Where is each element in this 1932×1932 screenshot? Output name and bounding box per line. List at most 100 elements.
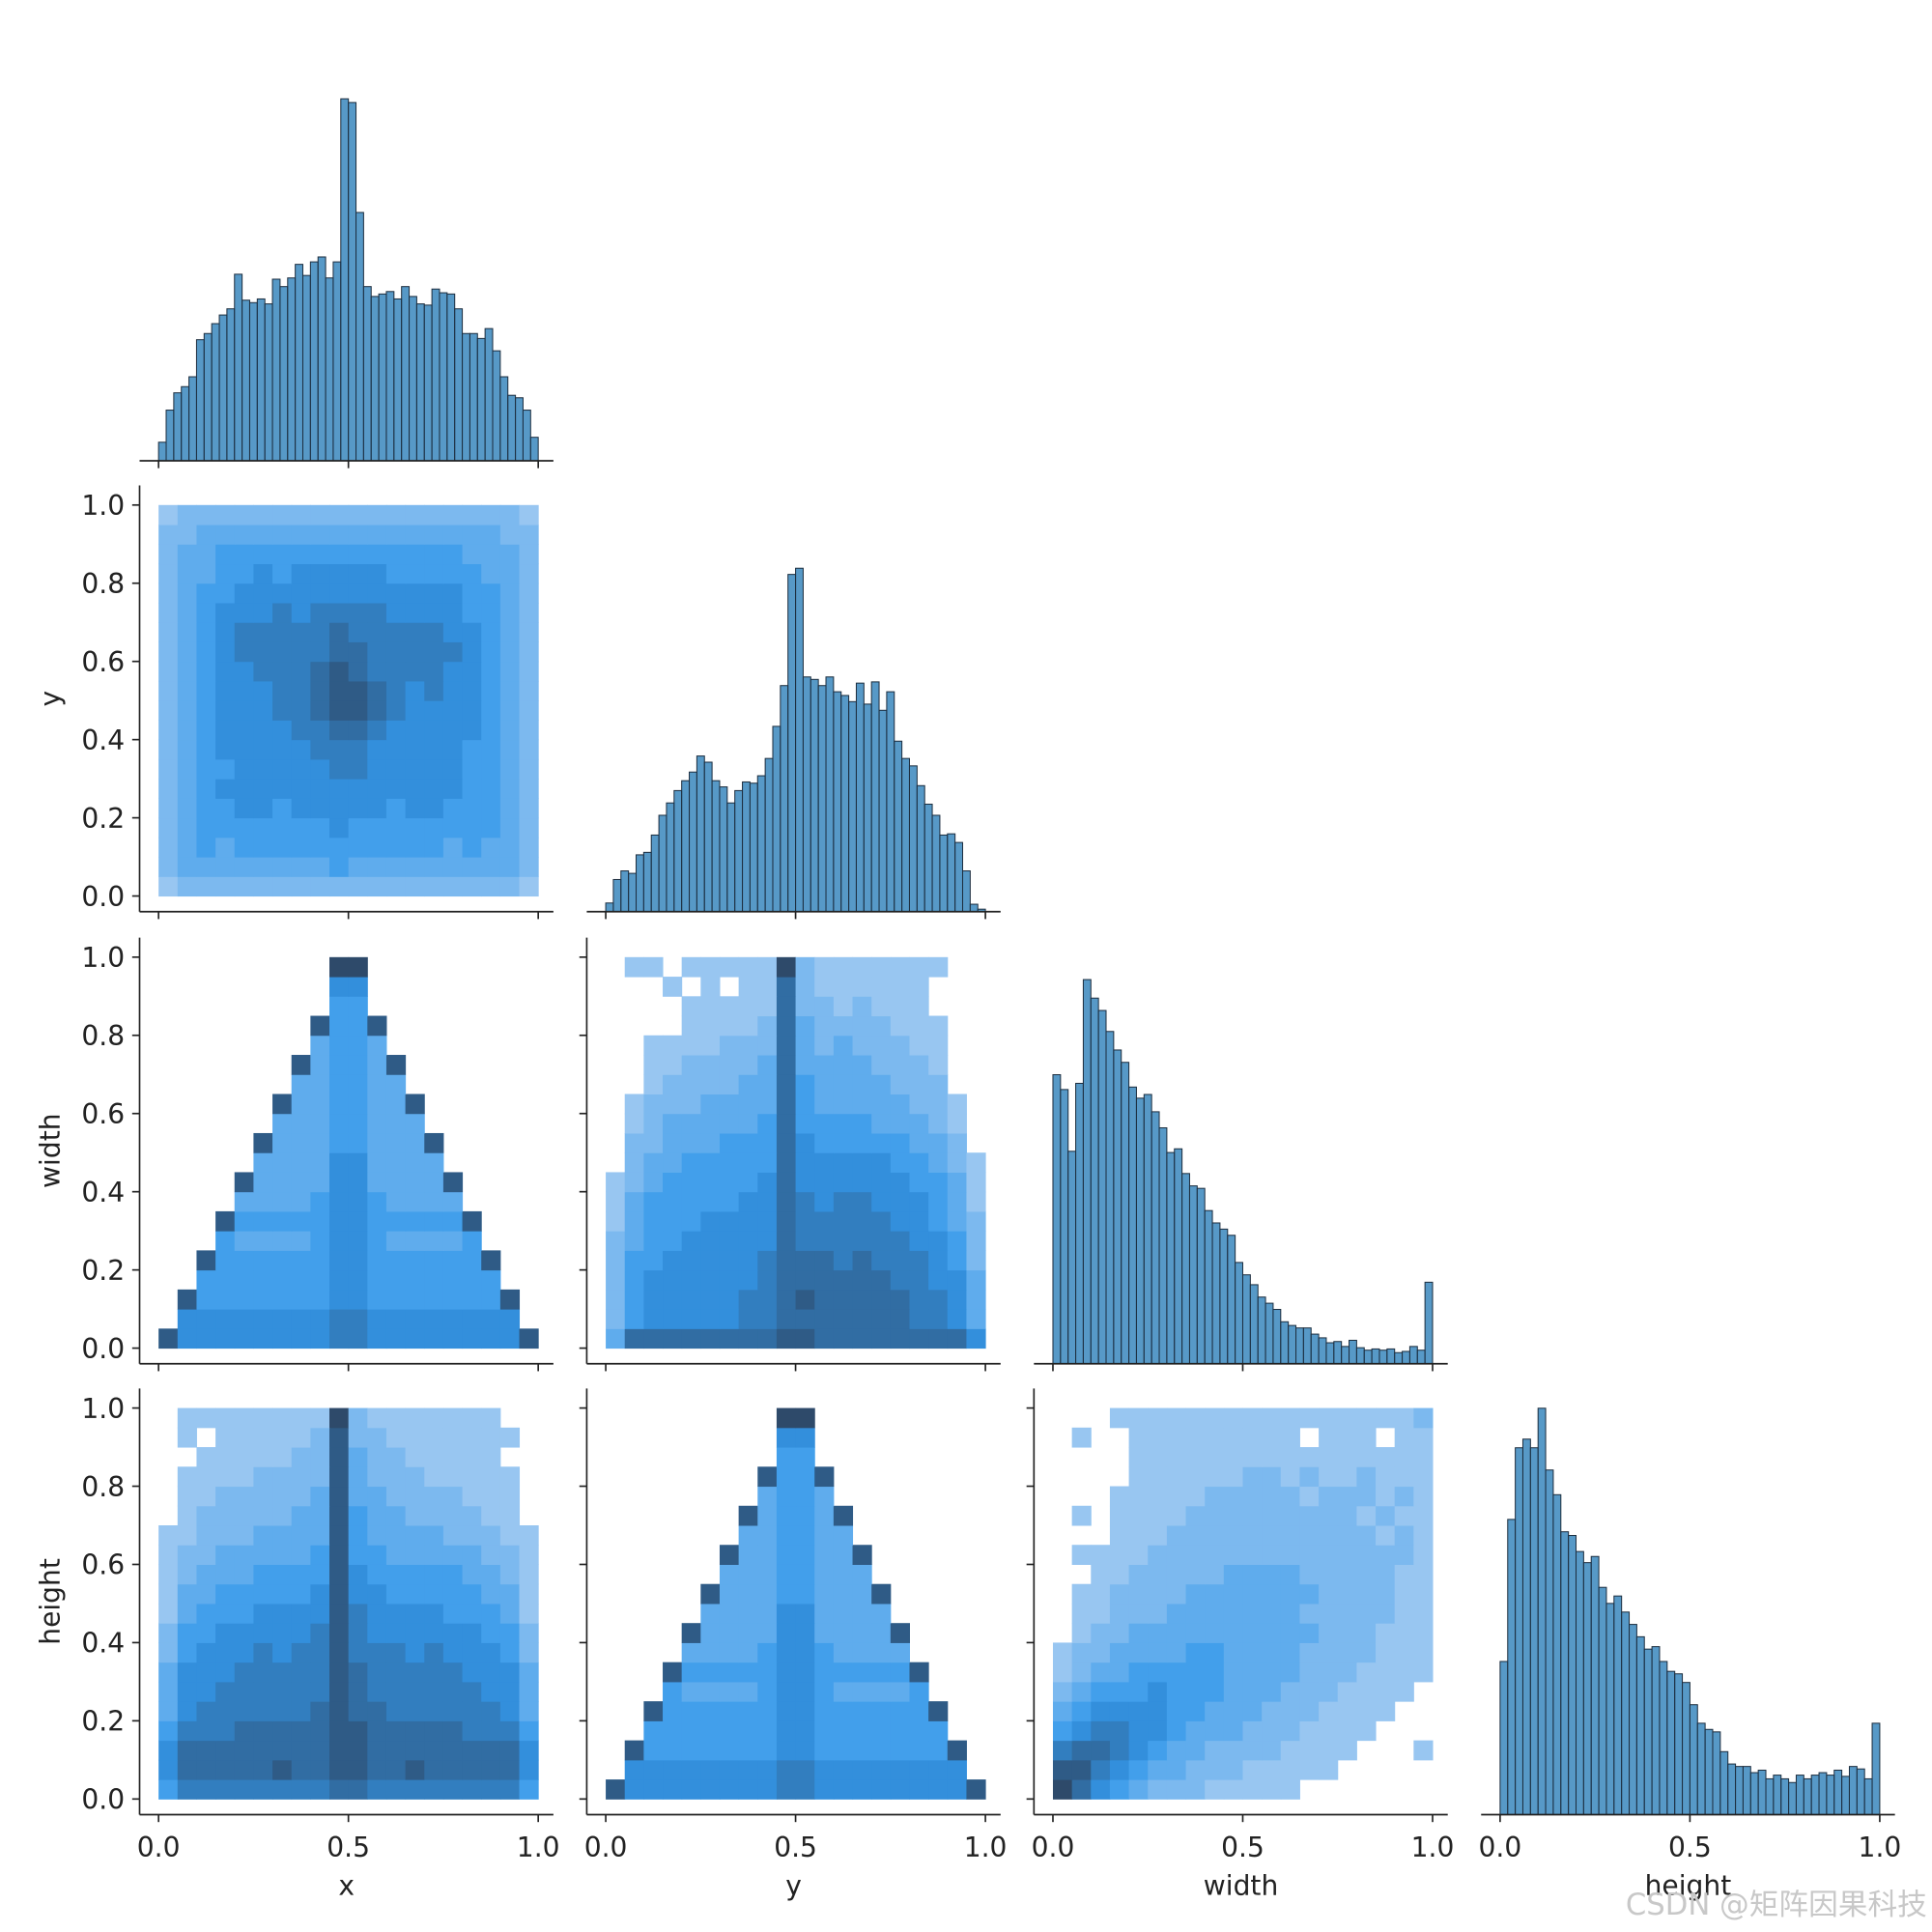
heatmap-cell bbox=[215, 876, 236, 897]
heatmap-cell bbox=[928, 1604, 948, 1624]
heatmap-cell bbox=[624, 1191, 644, 1212]
heatmap-cell bbox=[158, 1506, 178, 1526]
heatmap-cell bbox=[663, 1231, 683, 1251]
heatmap-cell bbox=[624, 1328, 644, 1350]
heatmap-cell bbox=[776, 1779, 797, 1800]
heatmap-cell bbox=[966, 1682, 985, 1702]
heatmap-cell bbox=[500, 957, 520, 978]
heatmap-cell bbox=[196, 1525, 216, 1546]
y-tick-label: 0.2 bbox=[81, 803, 125, 835]
heatmap-cell bbox=[720, 1487, 739, 1507]
heatmap-cell bbox=[852, 1152, 872, 1173]
histogram-bar bbox=[248, 301, 258, 462]
heatmap-cell bbox=[606, 1487, 625, 1507]
heatmap-cell bbox=[757, 1505, 778, 1526]
heatmap-cell bbox=[291, 1564, 311, 1585]
heatmap-cell bbox=[519, 1740, 539, 1761]
heatmap-cell bbox=[196, 1642, 216, 1663]
heatmap-cell bbox=[776, 1055, 797, 1075]
heatmap-cell bbox=[463, 957, 482, 978]
heatmap-cell bbox=[519, 779, 539, 799]
heatmap-cell bbox=[462, 1603, 482, 1624]
heatmap-cell bbox=[606, 1309, 626, 1329]
heatmap-cell bbox=[1128, 1681, 1149, 1702]
heatmap-cell bbox=[1148, 1407, 1168, 1429]
heatmap-cell bbox=[1166, 1681, 1187, 1702]
heatmap-cell bbox=[852, 956, 872, 978]
heatmap-cell bbox=[310, 1701, 330, 1721]
histogram-bar bbox=[1241, 1274, 1251, 1365]
heatmap-cell bbox=[272, 1681, 293, 1702]
heatmap-cell bbox=[462, 1740, 482, 1761]
heatmap-cell bbox=[442, 1269, 464, 1291]
heatmap-cell bbox=[814, 1701, 835, 1721]
histogram-bar bbox=[1613, 1595, 1623, 1816]
heatmap-cell bbox=[719, 1210, 740, 1232]
heatmap-cell bbox=[424, 1701, 444, 1721]
heatmap-cell bbox=[234, 1447, 254, 1467]
heatmap-cell bbox=[739, 1487, 758, 1507]
heatmap-cell bbox=[253, 1016, 272, 1037]
heatmap-cell bbox=[719, 1779, 740, 1800]
heatmap-cell bbox=[329, 622, 350, 642]
heatmap-cell bbox=[158, 1094, 178, 1114]
heatmap-cell bbox=[1280, 1447, 1300, 1467]
heatmap-cell bbox=[310, 1447, 330, 1467]
heatmap-cell bbox=[776, 1525, 797, 1546]
heatmap-cell bbox=[814, 1408, 834, 1429]
heatmap-cell bbox=[405, 1759, 425, 1780]
heatmap-cell bbox=[1413, 1564, 1434, 1585]
histogram-bar bbox=[340, 98, 350, 462]
heatmap-cell bbox=[253, 661, 273, 682]
heatmap-cell bbox=[1223, 1564, 1244, 1585]
heatmap-cell bbox=[481, 1133, 500, 1153]
heatmap-cell bbox=[519, 1564, 539, 1585]
heatmap-cell bbox=[948, 1584, 967, 1605]
heatmap-cell bbox=[253, 582, 273, 604]
heatmap-cell bbox=[814, 1720, 835, 1742]
heatmap-cell bbox=[291, 1172, 311, 1193]
heatmap-cell bbox=[776, 1035, 797, 1056]
heatmap-cell bbox=[177, 1545, 197, 1565]
heatmap-cell bbox=[681, 1094, 701, 1115]
heatmap-cell bbox=[235, 977, 254, 997]
heatmap-cell bbox=[1299, 1466, 1320, 1488]
heatmap-cell bbox=[947, 1328, 967, 1350]
y-tick-label: 0.8 bbox=[81, 1020, 125, 1052]
histogram-bar bbox=[1288, 1324, 1297, 1365]
heatmap-cell bbox=[1376, 1701, 1396, 1721]
heatmap-cell bbox=[928, 1545, 948, 1565]
heatmap-cell bbox=[624, 1231, 644, 1251]
heatmap-cell bbox=[481, 661, 501, 682]
heatmap-cell bbox=[606, 1231, 626, 1251]
heatmap-cell bbox=[329, 504, 350, 526]
heatmap-cell bbox=[367, 996, 386, 1016]
heatmap-cell bbox=[177, 1642, 197, 1663]
heatmap-cell bbox=[928, 1250, 949, 1271]
heatmap-cell bbox=[1319, 1407, 1339, 1429]
heatmap-cell bbox=[1319, 1642, 1339, 1663]
histogram-bar bbox=[1333, 1341, 1343, 1365]
heatmap-cell bbox=[966, 1172, 986, 1193]
heatmap-cell bbox=[196, 1309, 216, 1329]
heatmap-cell bbox=[1356, 1662, 1377, 1683]
heatmap-cell bbox=[367, 857, 387, 877]
heatmap-cell bbox=[158, 1583, 179, 1605]
heatmap-cell bbox=[424, 1094, 443, 1114]
heatmap-cell bbox=[443, 1036, 463, 1056]
heatmap-cell bbox=[852, 1269, 872, 1291]
heatmap-cell bbox=[1185, 1681, 1206, 1702]
heatmap-cell bbox=[1205, 1466, 1225, 1488]
heatmap-cell bbox=[405, 602, 425, 623]
heatmap-cell bbox=[234, 739, 254, 760]
heatmap-cell bbox=[499, 1779, 521, 1800]
heatmap-cell bbox=[462, 1309, 482, 1329]
heatmap-cell bbox=[833, 1779, 854, 1800]
heatmap-cell bbox=[814, 1231, 835, 1251]
heatmap-cell bbox=[928, 1720, 949, 1742]
heatmap-cell bbox=[348, 1328, 368, 1350]
heatmap-cell bbox=[177, 1466, 197, 1488]
histogram-bar bbox=[1121, 1062, 1130, 1365]
heatmap-cell bbox=[757, 1172, 778, 1193]
heatmap-cell bbox=[1413, 1486, 1434, 1507]
